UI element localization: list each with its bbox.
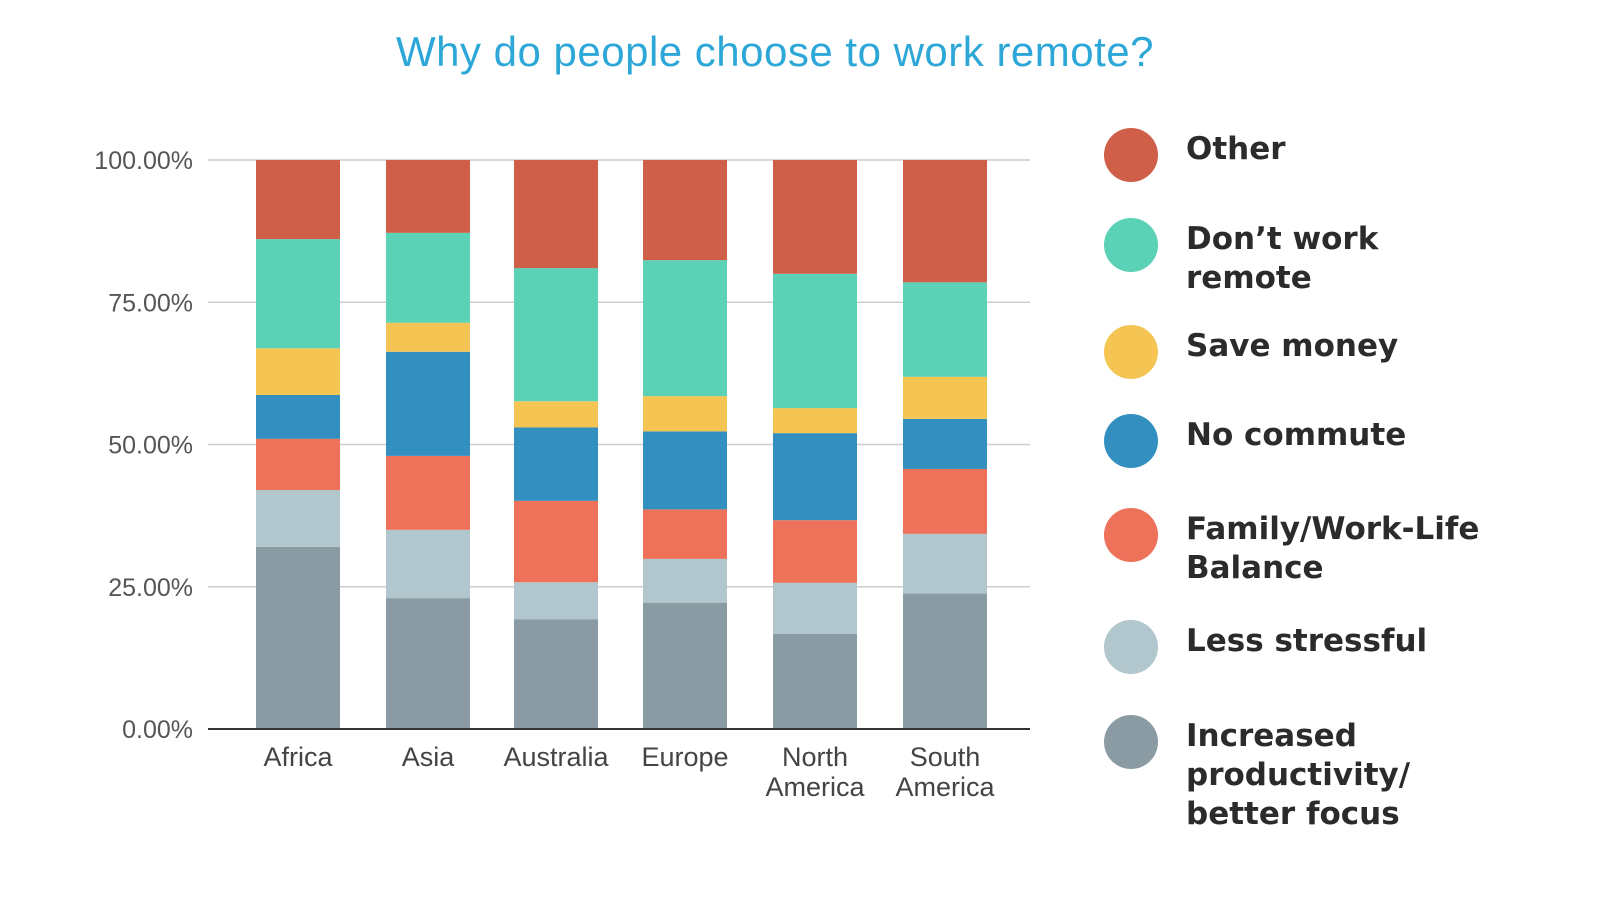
bar-segment (386, 160, 470, 233)
x-tick-label: Europe (641, 742, 728, 772)
chart-legend: Other Don’t work remote Save money No commut… (1104, 0, 1584, 900)
bar-segment (386, 529, 470, 599)
bar-segment (514, 619, 598, 729)
bar-segment (256, 394, 340, 439)
bar-segment (903, 593, 987, 729)
bar-segment (773, 160, 857, 274)
bar-segment (903, 468, 987, 534)
legend-swatch (1104, 620, 1158, 674)
y-tick-label: 100.00% (94, 147, 193, 175)
x-tick-label: Africa (263, 742, 333, 772)
bar-segment (386, 598, 470, 729)
stacked-bar-chart: 0.00% 25.00% 50.00% 75.00% 100.00% Africa Asia… (94, 147, 1030, 802)
bar-segment (256, 160, 340, 240)
x-tick-label: America (895, 772, 995, 802)
bar-segment (514, 268, 598, 402)
bar-segment (903, 282, 987, 377)
legend-swatch (1104, 128, 1158, 182)
x-tick-label: Australia (503, 742, 609, 772)
bar-segment (903, 160, 987, 283)
chart-title: Why do people choose to work remote? (395, 28, 1155, 75)
bar-segment (256, 438, 340, 491)
legend-swatch (1104, 414, 1158, 468)
legend-label: Other (1186, 131, 1286, 167)
y-tick-label: 0.00% (122, 716, 193, 744)
bar-segment (386, 351, 470, 456)
x-tick-label: America (765, 772, 865, 802)
legend-label: Don’t work remote (1186, 221, 1379, 296)
bar-segment (256, 490, 340, 547)
bar-segment (773, 273, 857, 409)
bar-segment (386, 322, 470, 352)
legend-label: Increased productivity/better focus (1186, 718, 1411, 832)
bar-segment (386, 232, 470, 323)
legend-label: Less stressful (1186, 623, 1428, 659)
bar-segment (773, 520, 857, 583)
bar-segment (773, 633, 857, 729)
bar-segment (256, 348, 340, 395)
legend-swatch (1104, 218, 1158, 272)
bar-segment (773, 582, 857, 634)
bar-segment (514, 160, 598, 269)
x-tick-label: South (910, 742, 981, 772)
bar-segment (256, 239, 340, 349)
bar-segment (514, 582, 598, 620)
bar-segment (514, 500, 598, 583)
bar-segment (773, 433, 857, 521)
bar-segment (256, 546, 340, 729)
bar-segment (643, 602, 727, 729)
bar-segment (643, 509, 727, 559)
legend-swatch (1104, 325, 1158, 379)
legend-swatch (1104, 508, 1158, 562)
bar-segment (903, 376, 987, 419)
y-tick-label: 75.00% (108, 289, 193, 317)
y-tick-label: 25.00% (108, 574, 193, 602)
bar-segment (643, 160, 727, 261)
bar-segment (386, 455, 470, 530)
bar-segment (903, 418, 987, 469)
bar-segment (773, 408, 857, 434)
legend-label: Save money (1186, 328, 1399, 364)
legend-label: No commute (1186, 417, 1407, 453)
x-tick-label: North (782, 742, 848, 772)
bar-segment (643, 431, 727, 510)
legend-swatch (1104, 715, 1158, 769)
y-tick-label: 50.00% (108, 432, 193, 460)
bar-segment (514, 401, 598, 428)
x-tick-label: Asia (402, 742, 456, 772)
bar-segment (643, 260, 727, 397)
legend-label: Family/Work-Life Balance (1186, 511, 1480, 586)
bar-segment (903, 533, 987, 594)
bar-segment (514, 427, 598, 501)
bar-segment (643, 558, 727, 603)
bar-segment (643, 396, 727, 432)
